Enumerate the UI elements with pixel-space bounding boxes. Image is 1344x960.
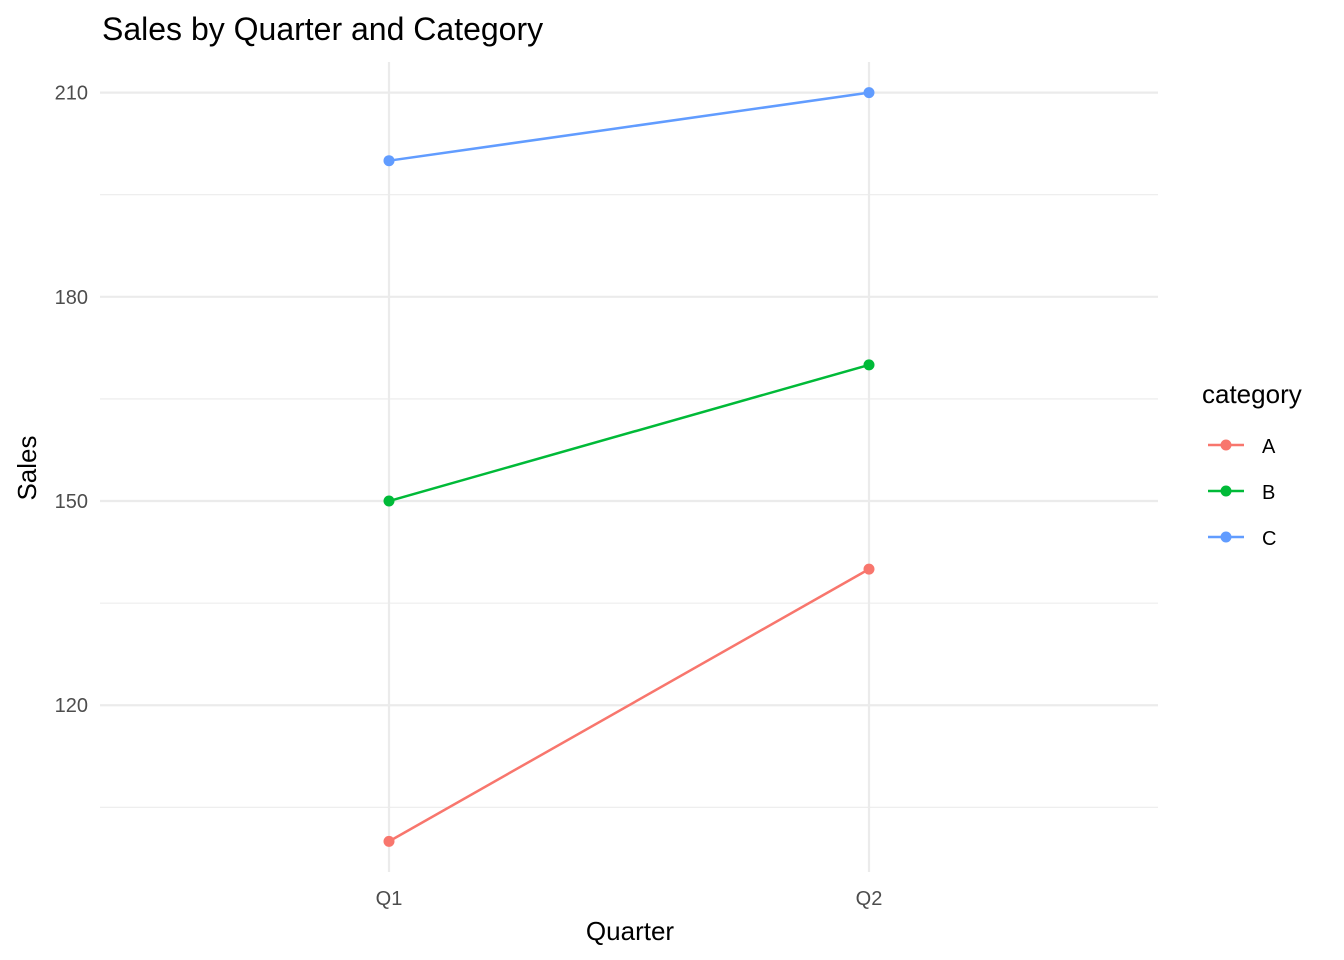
data-point-C-Q2 bbox=[863, 87, 875, 99]
legend-label-C: C bbox=[1262, 528, 1276, 550]
data-point-B-Q1 bbox=[383, 495, 395, 507]
legend: category A B C bbox=[1202, 379, 1302, 550]
data-point-C-Q1 bbox=[383, 155, 395, 167]
y-tick-label-2: 180 bbox=[55, 287, 88, 309]
series-line-A bbox=[388, 568, 870, 843]
legend-key-point-A bbox=[1220, 439, 1232, 451]
x-tick-label-1: Q2 bbox=[856, 888, 883, 910]
data-points bbox=[383, 87, 875, 847]
data-point-A-Q1 bbox=[383, 835, 395, 847]
legend-title: category bbox=[1202, 379, 1302, 409]
x-tick-label-0: Q1 bbox=[376, 888, 403, 910]
x-axis-title: Quarter bbox=[586, 916, 674, 946]
y-axis-ticks: 120 150 180 210 bbox=[55, 83, 88, 718]
y-tick-label-0: 120 bbox=[55, 695, 88, 717]
grid bbox=[100, 62, 1158, 872]
legend-label-A: A bbox=[1262, 436, 1276, 458]
legend-label-B: B bbox=[1262, 482, 1275, 504]
x-axis-ticks: Q1 Q2 bbox=[376, 888, 883, 910]
y-tick-label-3: 210 bbox=[55, 83, 88, 105]
y-axis-title: Sales bbox=[12, 435, 42, 500]
legend-key-point-B bbox=[1220, 485, 1232, 497]
legend-key-point-C bbox=[1220, 531, 1232, 543]
data-point-A-Q2 bbox=[863, 563, 875, 575]
data-point-B-Q2 bbox=[863, 359, 875, 371]
series-lines bbox=[388, 91, 870, 843]
chart-title: Sales by Quarter and Category bbox=[102, 11, 543, 47]
series-line-C bbox=[388, 91, 870, 162]
series-line-B bbox=[388, 363, 870, 503]
y-tick-label-1: 150 bbox=[55, 491, 88, 513]
